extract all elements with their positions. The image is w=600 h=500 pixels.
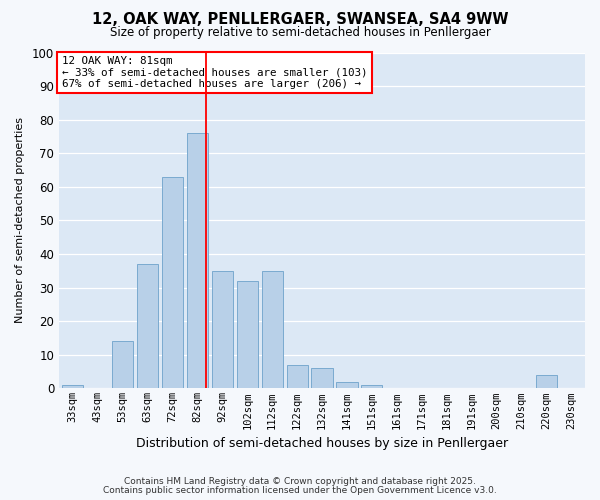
Bar — [187, 133, 208, 388]
Bar — [236, 281, 258, 388]
Bar — [536, 375, 557, 388]
Bar — [62, 385, 83, 388]
Text: Contains public sector information licensed under the Open Government Licence v3: Contains public sector information licen… — [103, 486, 497, 495]
Text: 12 OAK WAY: 81sqm
← 33% of semi-detached houses are smaller (103)
67% of semi-de: 12 OAK WAY: 81sqm ← 33% of semi-detached… — [62, 56, 367, 89]
Bar — [212, 271, 233, 388]
Bar — [137, 264, 158, 388]
Text: 12, OAK WAY, PENLLERGAER, SWANSEA, SA4 9WW: 12, OAK WAY, PENLLERGAER, SWANSEA, SA4 9… — [92, 12, 508, 28]
Bar — [162, 177, 183, 388]
Bar — [262, 271, 283, 388]
Text: Contains HM Land Registry data © Crown copyright and database right 2025.: Contains HM Land Registry data © Crown c… — [124, 477, 476, 486]
Bar — [112, 342, 133, 388]
Bar — [311, 368, 332, 388]
Y-axis label: Number of semi-detached properties: Number of semi-detached properties — [15, 118, 25, 324]
Text: Size of property relative to semi-detached houses in Penllergaer: Size of property relative to semi-detach… — [110, 26, 490, 39]
Bar — [337, 382, 358, 388]
Bar — [287, 365, 308, 388]
Bar — [361, 385, 382, 388]
X-axis label: Distribution of semi-detached houses by size in Penllergaer: Distribution of semi-detached houses by … — [136, 437, 508, 450]
